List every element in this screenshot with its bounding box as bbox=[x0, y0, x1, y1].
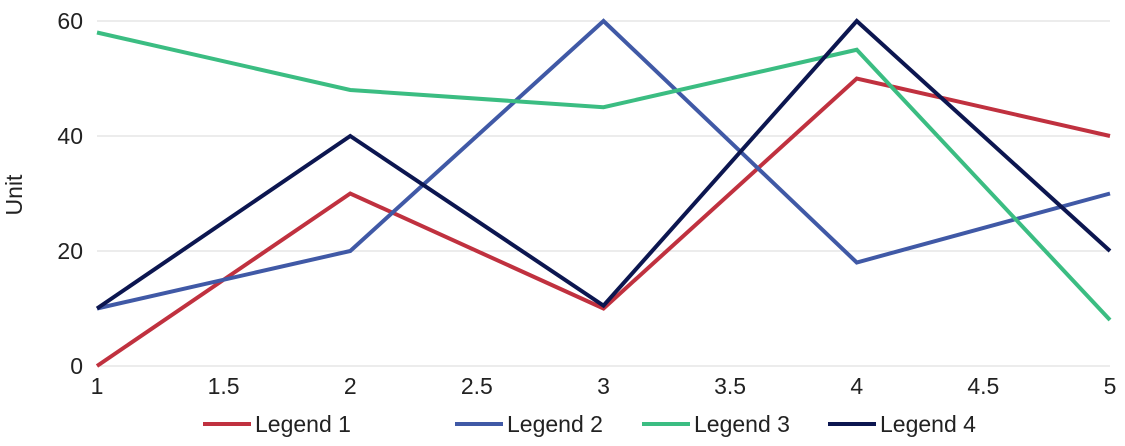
legend-label: Legend 4 bbox=[880, 411, 976, 437]
x-axis: 1 1.5 2 2.5 3 3.5 4 4.5 5 bbox=[91, 373, 1117, 399]
x-tick-label: 4.5 bbox=[967, 373, 999, 399]
x-tick-label: 2.5 bbox=[461, 373, 493, 399]
y-axis: 0 20 40 60 bbox=[57, 8, 83, 379]
y-tick-label: 40 bbox=[57, 123, 83, 149]
gridlines bbox=[97, 20, 1110, 367]
y-tick-label: 0 bbox=[70, 353, 83, 379]
series-line-1 bbox=[95, 76, 1111, 368]
series-lines bbox=[95, 18, 1112, 368]
x-tick-label: 4 bbox=[850, 373, 863, 399]
series-line-3 bbox=[96, 30, 1112, 322]
x-tick-label: 1.5 bbox=[208, 373, 240, 399]
legend-label: Legend 1 bbox=[255, 411, 351, 437]
y-axis-title: Unit bbox=[1, 174, 27, 216]
x-tick-label: 1 bbox=[91, 373, 104, 399]
x-tick-label: 3.5 bbox=[714, 373, 746, 399]
x-tick-label: 2 bbox=[344, 373, 357, 399]
y-tick-label: 20 bbox=[57, 238, 83, 264]
series-line-2 bbox=[96, 18, 1111, 311]
x-tick-label: 3 bbox=[597, 373, 610, 399]
legend-label: Legend 3 bbox=[694, 411, 790, 437]
legend-label: Legend 2 bbox=[507, 411, 603, 437]
series-line-4 bbox=[95, 18, 1112, 311]
x-tick-label: 5 bbox=[1104, 373, 1117, 399]
legend: Legend 1 Legend 2 Legend 3 Legend 4 bbox=[203, 411, 976, 437]
y-tick-label: 60 bbox=[57, 8, 83, 34]
